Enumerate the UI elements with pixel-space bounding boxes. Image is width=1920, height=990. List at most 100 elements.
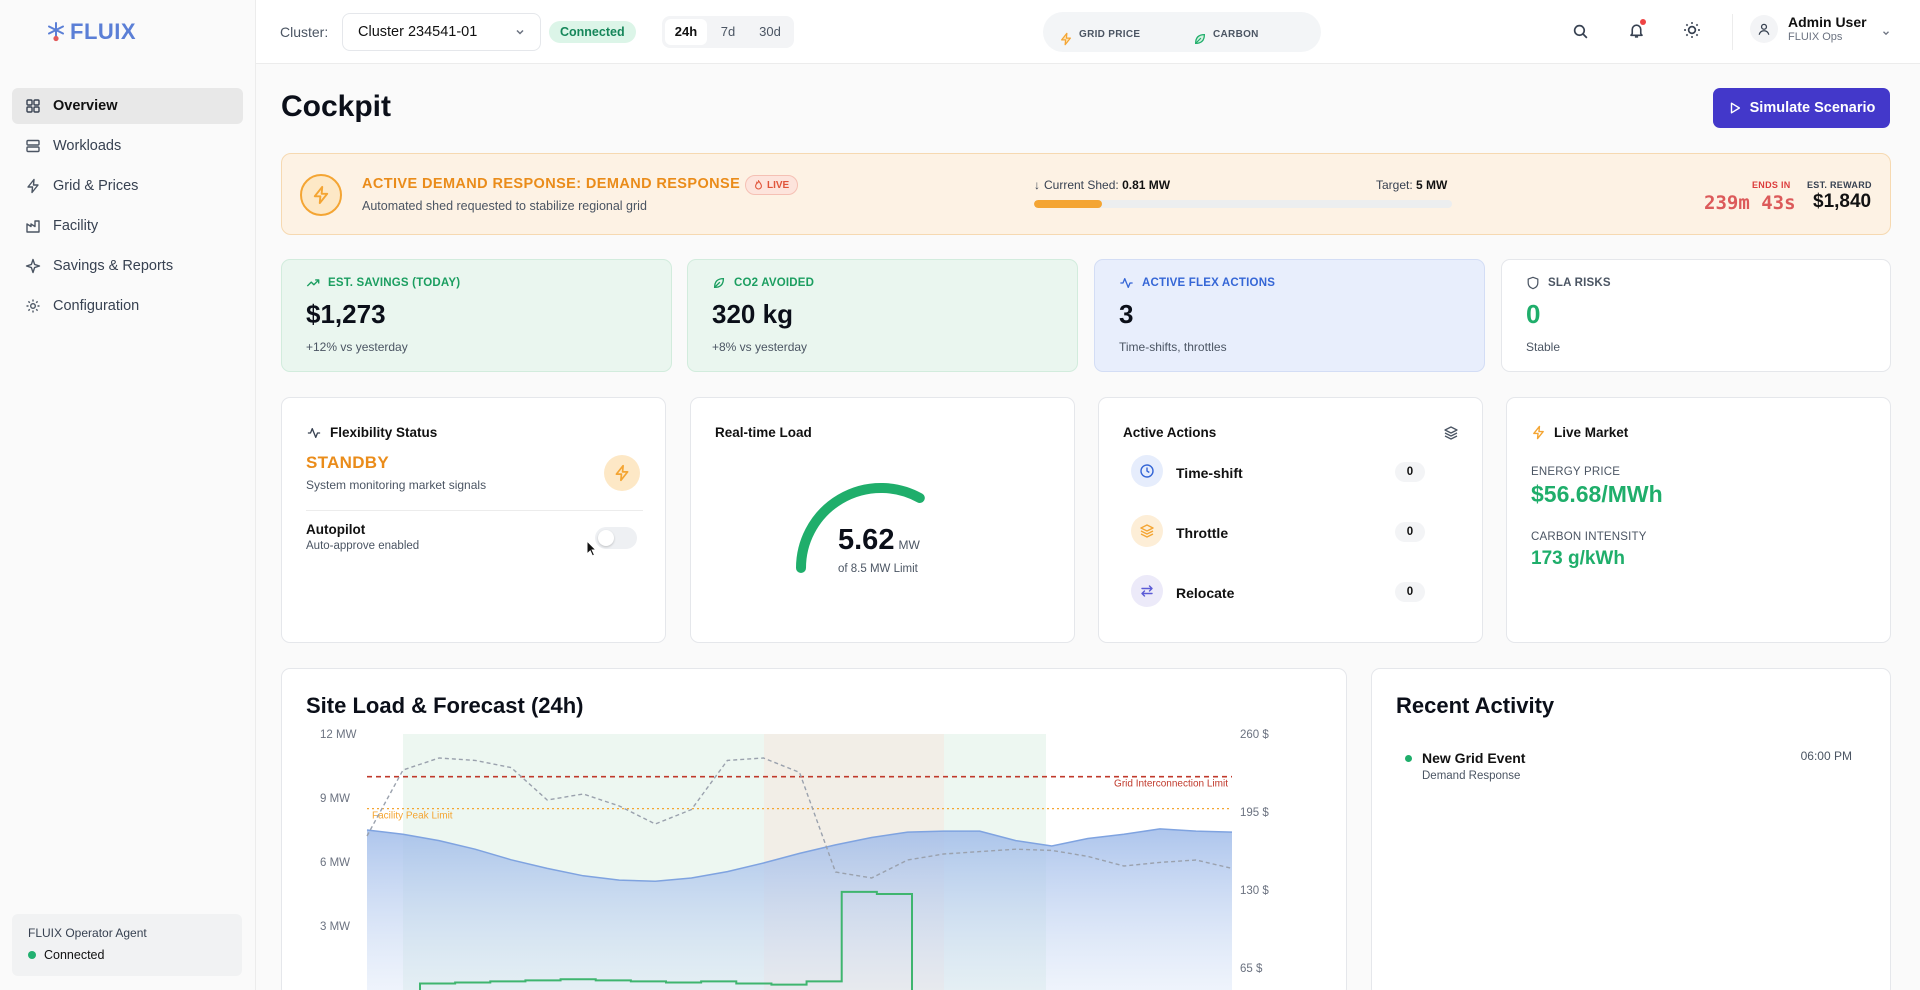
- grid-price-label: GRID PRICE: [1079, 28, 1141, 40]
- sun-icon: [1684, 22, 1700, 38]
- flame-icon: [755, 180, 762, 190]
- kpi-label: CO2 AVOIDED: [734, 277, 815, 289]
- current-shed-value: 0.81 MW: [1122, 178, 1171, 192]
- load-readout: 5.62 MW: [838, 524, 920, 557]
- activity-icon: [1120, 277, 1133, 289]
- top-header: Cluster: Cluster 234541-01 Connected 24h…: [256, 0, 1920, 64]
- chart-title: Site Load & Forecast (24h): [306, 693, 584, 718]
- flex-status-value: STANDBY: [306, 453, 390, 472]
- kpi-co2: CO2 AVOIDED 320 kg +8% vs yesterday: [687, 259, 1078, 372]
- bolt-icon: [615, 464, 629, 482]
- notifications-button[interactable]: [1625, 19, 1647, 41]
- kpi-sub: +8% vs yesterday: [712, 340, 808, 354]
- site-load-chart[interactable]: 12 MW 9 MW 6 MW 3 MW 260 $ 195 $ 130 $ 65 $ Grid…: [282, 669, 1347, 990]
- y-axis-left-tick: 12 MW: [320, 729, 357, 741]
- status-dot: [1405, 755, 1412, 762]
- y-axis-left-tick: 6 MW: [320, 857, 350, 869]
- carbon-intensity-label: CARBON INTENSITY: [1531, 531, 1647, 543]
- kpi-sla-risks: SLA RISKS 0 Stable: [1501, 259, 1891, 372]
- sidebar-item-grid-prices[interactable]: Grid & Prices: [12, 168, 243, 204]
- load-unit: MW: [898, 538, 920, 552]
- bolt-icon: [1533, 425, 1544, 440]
- user-menu[interactable]: Admin User FLUIX Ops: [1750, 14, 1891, 43]
- card-title: Active Actions: [1123, 425, 1216, 440]
- live-label: LIVE: [767, 179, 790, 191]
- sidebar-item-label: Facility: [53, 218, 99, 234]
- agent-title: FLUIX Operator Agent: [28, 926, 147, 940]
- card-title: Live Market: [1531, 425, 1628, 440]
- shed-progress-bar: [1034, 200, 1452, 208]
- energy-price-value: $56.68/MWh: [1531, 481, 1663, 507]
- energy-price-label: ENERGY PRICE: [1531, 466, 1621, 478]
- shed-progress-fill: [1034, 200, 1102, 208]
- chevron-down-icon: [516, 29, 524, 35]
- flexibility-status-card: Flexibility Status STANDBY System monito…: [281, 397, 666, 643]
- kpi-savings-header: EST. SAVINGS (TODAY): [306, 276, 647, 290]
- sidebar-item-overview[interactable]: Overview: [12, 88, 243, 124]
- sidebar-item-configuration[interactable]: Configuration: [12, 288, 243, 324]
- load-value: 5.62: [838, 524, 895, 556]
- clock-icon: [1140, 464, 1154, 478]
- timeshift-icon-badge: [1131, 455, 1163, 487]
- grid-limit-label: Grid Interconnection Limit: [1114, 779, 1228, 790]
- est-reward-label: EST. REWARD: [1807, 180, 1872, 190]
- layers-icon[interactable]: [1443, 425, 1459, 441]
- sidebar-item-label: Configuration: [53, 298, 140, 314]
- agent-status-panel: FLUIX Operator Agent Connected: [12, 914, 242, 976]
- y-axis-right-tick: 195 $: [1240, 807, 1269, 819]
- card-title: Flexibility Status: [306, 425, 437, 440]
- factory-icon: [26, 220, 40, 233]
- action-label: Relocate: [1176, 585, 1235, 601]
- search-button[interactable]: [1569, 20, 1591, 42]
- kpi-value: 3: [1119, 299, 1134, 329]
- simulate-scenario-button[interactable]: Simulate Scenario: [1713, 88, 1890, 128]
- layers-icon: [1140, 524, 1154, 538]
- tab-24h[interactable]: 24h: [665, 19, 707, 45]
- grid-icon: [26, 99, 40, 113]
- cluster-select[interactable]: Cluster 234541-01: [342, 13, 541, 51]
- kpi-sub: Time-shifts, throttles: [1119, 340, 1227, 354]
- sidebar-item-label: Grid & Prices: [53, 178, 139, 194]
- sidebar-item-label: Overview: [53, 98, 118, 114]
- sidebar-item-label: Workloads: [53, 138, 122, 154]
- shield-icon: [1527, 276, 1539, 290]
- est-reward-value: $1,840: [1813, 191, 1872, 212]
- kpi-value: 320 kg: [712, 299, 793, 329]
- search-icon: [1573, 24, 1587, 38]
- market-ticker[interactable]: GRID PRICE CARBON: [1043, 12, 1321, 52]
- current-shed: ↓ Current Shed: 0.81 MW: [1034, 178, 1170, 192]
- kpi-value: 0: [1526, 299, 1541, 329]
- sidebar-item-savings-reports[interactable]: Savings & Reports: [12, 248, 243, 284]
- swap-icon: [1141, 585, 1153, 597]
- load-gauge-arc: [796, 483, 925, 573]
- sidebar: FLUIX Overview Workloads Grid & Prices F…: [0, 0, 256, 990]
- user-name: Admin User: [1788, 14, 1867, 30]
- kpi-savings: EST. SAVINGS (TODAY) $1,273 +12% vs yest…: [281, 259, 672, 372]
- autopilot-toggle[interactable]: [595, 527, 637, 549]
- user-icon: [1758, 23, 1770, 35]
- live-badge: LIVE: [745, 175, 799, 195]
- snowflake-icon: [48, 22, 64, 42]
- shed-target-label: Target:: [1376, 178, 1413, 192]
- ends-in-label: ENDS IN: [1752, 180, 1791, 190]
- tab-7d[interactable]: 7d: [720, 24, 736, 39]
- leaf-icon: [713, 277, 725, 289]
- demand-response-banner: ACTIVE DEMAND RESPONSE: DEMAND RESPONSE …: [281, 153, 1891, 235]
- card-title-text: Real-time Load: [715, 425, 812, 440]
- bolt-icon: [313, 185, 329, 205]
- user-org: FLUIX Ops: [1788, 31, 1843, 43]
- brand-logo[interactable]: FLUIX: [47, 18, 136, 46]
- shed-target: Target: 5 MW: [1376, 178, 1447, 192]
- leaf-icon: [1195, 34, 1205, 44]
- theme-toggle[interactable]: [1681, 19, 1703, 41]
- sidebar-item-facility[interactable]: Facility: [12, 208, 243, 244]
- kpi-flex-actions: ACTIVE FLEX ACTIONS 3 Time-shifts, throt…: [1094, 259, 1485, 372]
- recent-activity-card: Recent Activity New Grid Event Demand Re…: [1371, 668, 1891, 990]
- carbon-intensity-value: 173 g/kWh: [1531, 548, 1625, 569]
- sidebar-item-workloads[interactable]: Workloads: [12, 128, 243, 164]
- chevron-down-icon: [1882, 30, 1889, 35]
- relocate-icon-badge: [1131, 575, 1163, 607]
- kpi-flex-header: ACTIVE FLEX ACTIONS: [1119, 276, 1460, 290]
- standby-icon-badge: [604, 455, 640, 491]
- tab-30d[interactable]: 30d: [759, 24, 781, 39]
